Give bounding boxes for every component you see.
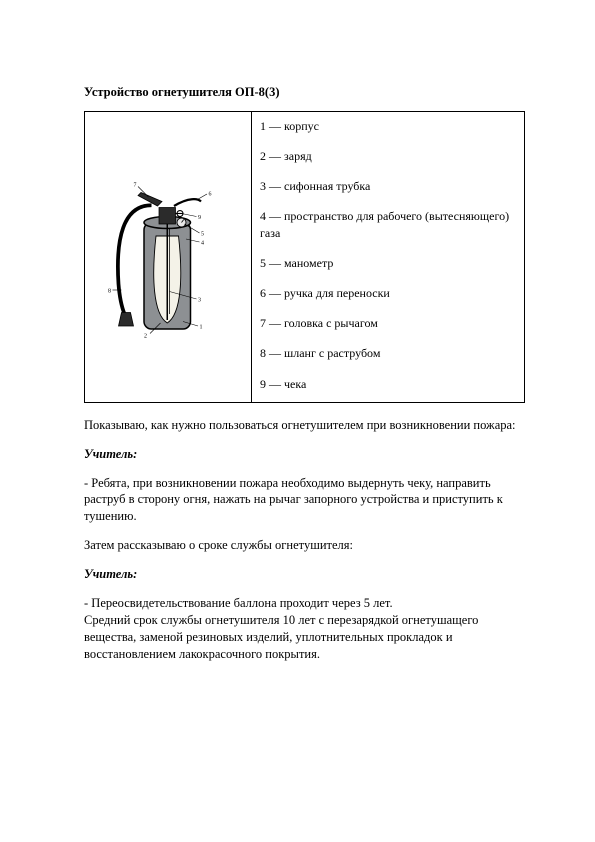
page: Устройство огнетушителя ОП-8(3): [0, 0, 595, 734]
paragraph-then: Затем рассказываю о сроке службы огнетуш…: [84, 537, 525, 554]
callout-9: 9: [198, 215, 201, 221]
head-block: [159, 208, 176, 225]
callout-2: 2: [144, 334, 147, 340]
teacher-label-2: Учитель:: [84, 566, 525, 583]
callout-5: 5: [201, 232, 204, 238]
callout-4: 4: [201, 241, 204, 247]
legend-item-6: 6 — ручка для переноски: [260, 285, 516, 301]
paragraph-intro: Показываю, как нужно пользоваться огнету…: [84, 417, 525, 434]
legend-item-1: 1 — корпус: [260, 118, 516, 134]
callout-3: 3: [198, 298, 201, 304]
legend-item-7: 7 — головка с рычагом: [260, 315, 516, 331]
callout-7: 7: [134, 183, 137, 189]
legend-item-3: 3 — сифонная трубка: [260, 178, 516, 194]
legend-item-4: 4 — пространство для рабочего (вытесняющ…: [260, 208, 516, 240]
carry-handle: [174, 200, 201, 207]
teacher-label-1: Учитель:: [84, 446, 525, 463]
legend-item-2: 2 — заряд: [260, 148, 516, 164]
diagram-table: 7 6 9 5 4 3: [84, 111, 525, 403]
callout-6: 6: [209, 192, 212, 198]
page-title: Устройство огнетушителя ОП-8(3): [84, 84, 525, 101]
legend-item-5: 5 — манометр: [260, 255, 516, 271]
paragraph-service-life: - Переосвидетельствование баллона проход…: [84, 595, 525, 663]
callout-1: 1: [200, 325, 203, 331]
nozzle: [119, 313, 134, 327]
paragraph-instructions: - Ребята, при возникновении пожара необх…: [84, 475, 525, 526]
legend-item-8: 8 — шланг с раструбом: [260, 345, 516, 361]
callout-8: 8: [108, 289, 111, 295]
legend-item-9: 9 — чека: [260, 376, 516, 392]
diagram-cell: 7 6 9 5 4 3: [85, 111, 252, 402]
legend-cell: 1 — корпус 2 — заряд 3 — сифонная трубка…: [252, 111, 525, 402]
extinguisher-diagram: 7 6 9 5 4 3: [108, 164, 228, 344]
